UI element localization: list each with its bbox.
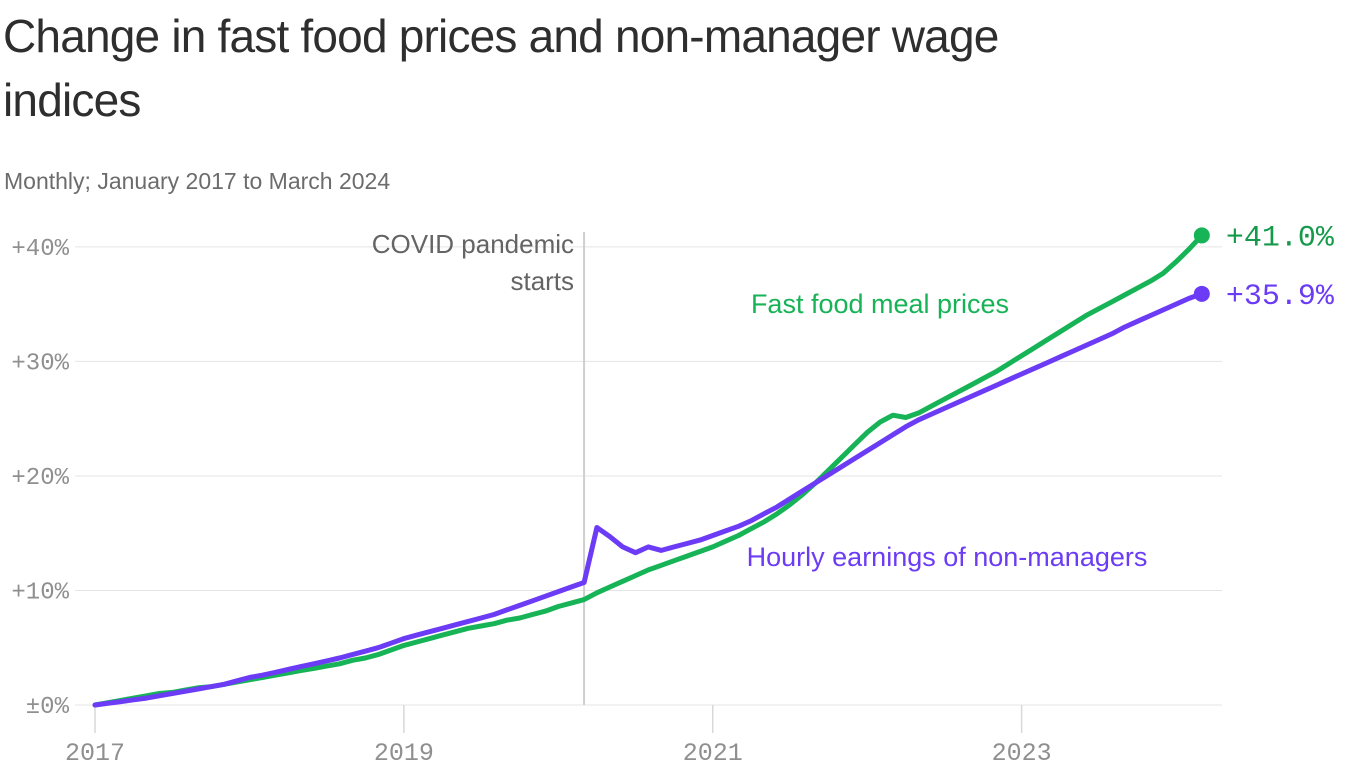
covid-annotation-text-line1: COVID pandemic xyxy=(372,229,574,259)
y-axis-label-20: +20% xyxy=(11,465,69,492)
y-axis-label-10: +10% xyxy=(11,579,69,606)
x-axis-label-2023: 2023 xyxy=(992,739,1052,768)
x-axis-label-2019: 2019 xyxy=(374,739,434,768)
y-axis-label-40: +40% xyxy=(11,236,69,263)
series-end-value-fast-food-meal-prices: +41.0% xyxy=(1226,221,1335,255)
series-end-dot-fast-food-meal-prices xyxy=(1193,227,1210,244)
chart-subtitle: Monthly; January 2017 to March 2024 xyxy=(4,168,391,194)
y-axis-label-30: +30% xyxy=(11,350,69,377)
series-line-hourly-earnings-of-non-managers xyxy=(92,291,1205,708)
y-axis-label-0: ±0% xyxy=(26,694,70,721)
series-end-value-hourly-earnings-of-non-managers: +35.9% xyxy=(1226,280,1335,314)
x-axis-label-2017: 2017 xyxy=(65,739,125,768)
chart-title-line1: Change in fast food prices and non-manag… xyxy=(3,10,999,62)
series-line-fast-food-meal-prices xyxy=(92,232,1205,708)
x-axis-label-2021: 2021 xyxy=(683,739,743,768)
chart-title-line2: indices xyxy=(3,74,141,126)
covid-annotation-text-line2: starts xyxy=(510,266,574,296)
chart-title: Change in fast food prices and non-manag… xyxy=(3,4,1333,132)
series-label-fast-food-meal-prices: Fast food meal prices xyxy=(751,289,1009,319)
series-label-hourly-earnings-of-non-managers: Hourly earnings of non-managers xyxy=(747,542,1148,572)
series-end-dot-hourly-earnings-of-non-managers xyxy=(1193,285,1210,302)
